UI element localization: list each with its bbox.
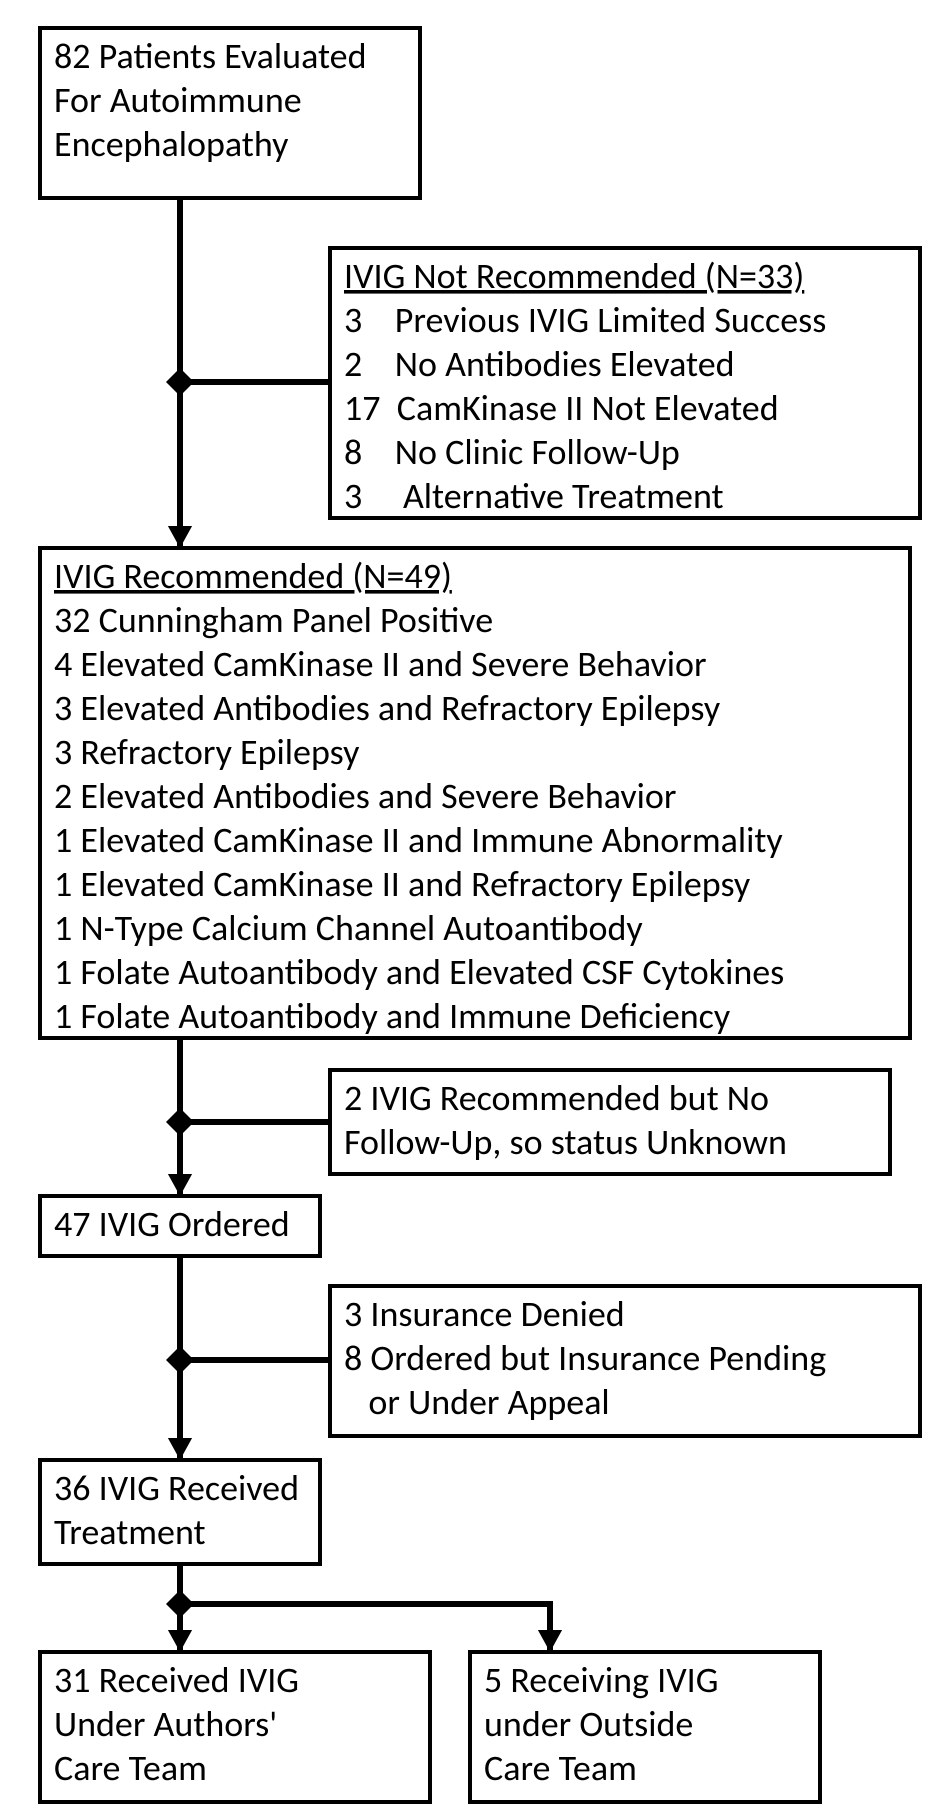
node-text: 8 No Clinic Follow-Up bbox=[344, 430, 680, 474]
node-text: For Autoimmune bbox=[54, 78, 302, 122]
edge bbox=[166, 1108, 330, 1136]
node-text: Care Team bbox=[484, 1746, 637, 1790]
node-text: Under Authors' bbox=[54, 1702, 277, 1746]
node-text: 32 Cunningham Panel Positive bbox=[54, 598, 493, 642]
node-text: 47 IVIG Ordered bbox=[54, 1202, 290, 1246]
node-text: 1 Folate Autoantibody and Immune Deficie… bbox=[54, 994, 731, 1038]
node-text: 4 Elevated CamKinase II and Severe Behav… bbox=[54, 642, 707, 686]
flow-node: 3 Insurance Denied8 Ordered but Insuranc… bbox=[330, 1286, 920, 1436]
nodes-layer: 82 Patients EvaluatedFor AutoimmuneEncep… bbox=[40, 28, 920, 1802]
node-text: 1 Folate Autoantibody and Elevated CSF C… bbox=[54, 950, 784, 994]
junction-diamond-icon bbox=[166, 1590, 194, 1618]
node-text: 2 IVIG Recommended but No bbox=[344, 1076, 769, 1120]
flow-node: IVIG Not Recommended (N=33)3 Previous IV… bbox=[330, 248, 920, 518]
flow-node: 82 Patients EvaluatedFor AutoimmuneEncep… bbox=[40, 28, 420, 198]
node-text: 1 Elevated CamKinase II and Refractory E… bbox=[54, 862, 751, 906]
edge bbox=[166, 1346, 330, 1374]
node-text: 3 Alternative Treatment bbox=[344, 474, 724, 518]
node-text: IVIG Recommended (N=49) bbox=[54, 554, 452, 598]
edge bbox=[166, 1590, 562, 1652]
arrowhead-icon bbox=[168, 1630, 192, 1652]
junction-diamond-icon bbox=[166, 1346, 194, 1374]
flow-node: 31 Received IVIGUnder Authors'Care Team bbox=[40, 1652, 430, 1802]
node-text: 3 Refractory Epilepsy bbox=[54, 730, 360, 774]
node-text: 3 Elevated Antibodies and Refractory Epi… bbox=[54, 686, 721, 730]
node-text: or Under Appeal bbox=[344, 1380, 610, 1424]
node-text: Follow-Up, so status Unknown bbox=[344, 1120, 787, 1164]
node-text: 3 Previous IVIG Limited Success bbox=[344, 298, 826, 342]
node-text: 1 N-Type Calcium Channel Autoantibody bbox=[54, 906, 643, 950]
node-text: Encephalopathy bbox=[54, 122, 289, 166]
node-text: Treatment bbox=[54, 1510, 206, 1554]
node-text: 1 Elevated CamKinase II and Immune Abnor… bbox=[54, 818, 783, 862]
flow-node: IVIG Recommended (N=49)32 Cunningham Pan… bbox=[40, 548, 910, 1038]
node-text: 3 Insurance Denied bbox=[344, 1292, 625, 1336]
node-text: 2 No Antibodies Elevated bbox=[344, 342, 735, 386]
flow-node: 5 Receiving IVIGunder OutsideCare Team bbox=[470, 1652, 820, 1802]
node-text: 8 Ordered but Insurance Pending bbox=[344, 1336, 826, 1380]
flow-node: 47 IVIG Ordered bbox=[40, 1196, 320, 1256]
node-text: Care Team bbox=[54, 1746, 207, 1790]
node-text: 31 Received IVIG bbox=[54, 1658, 299, 1702]
arrowhead-icon bbox=[538, 1630, 562, 1652]
node-text: under Outside bbox=[484, 1702, 693, 1746]
junction-diamond-icon bbox=[166, 1108, 194, 1136]
flow-node: 36 IVIG ReceivedTreatment bbox=[40, 1460, 320, 1564]
arrowhead-icon bbox=[168, 526, 192, 548]
node-text: 36 IVIG Received bbox=[54, 1466, 299, 1510]
arrowhead-icon bbox=[168, 1438, 192, 1460]
node-text: IVIG Not Recommended (N=33) bbox=[344, 254, 804, 298]
node-text: 2 Elevated Antibodies and Severe Behavio… bbox=[54, 774, 676, 818]
node-text: 82 Patients Evaluated bbox=[54, 34, 367, 78]
node-text: 17 CamKinase II Not Elevated bbox=[344, 386, 779, 430]
node-text: 5 Receiving IVIG bbox=[484, 1658, 718, 1702]
edge bbox=[166, 368, 330, 396]
junction-diamond-icon bbox=[166, 368, 194, 396]
flow-node: 2 IVIG Recommended but NoFollow-Up, so s… bbox=[330, 1070, 890, 1174]
arrowhead-icon bbox=[168, 1174, 192, 1196]
